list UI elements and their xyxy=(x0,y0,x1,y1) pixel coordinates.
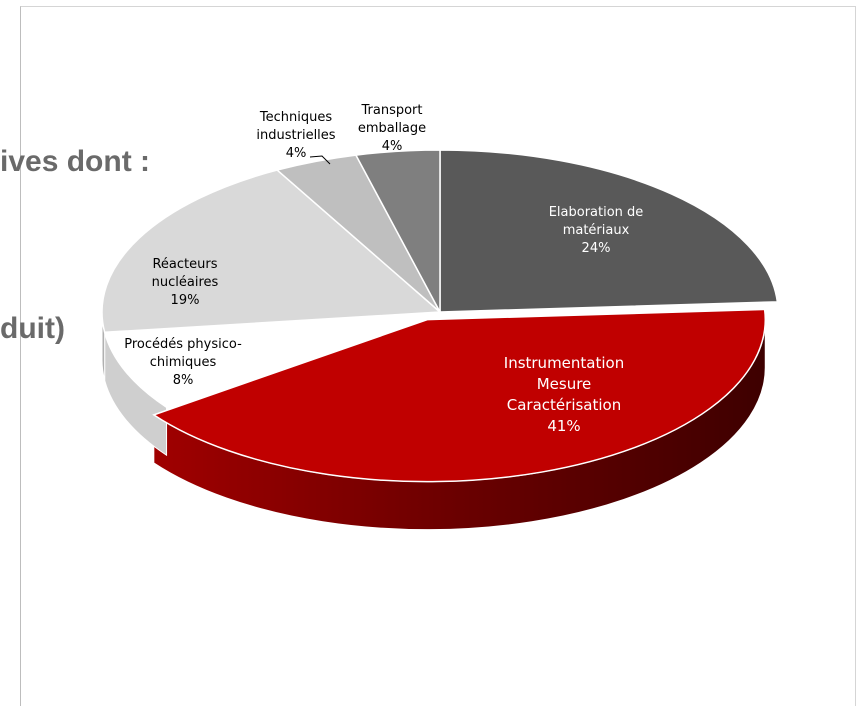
slice-label-1: Instrumentation Mesure Caractérisation 41% xyxy=(504,354,624,435)
slice-label-line: industrielles xyxy=(256,128,335,143)
slice-label-line: Mesure xyxy=(537,375,592,393)
pie-labels-layer: Elaboration de matériaux 24% Instrumentatio… xyxy=(124,103,643,435)
slice-label-line: matériaux xyxy=(563,223,630,238)
slice-value-label: 8% xyxy=(173,373,194,388)
slice-label-line: chimiques xyxy=(150,355,217,370)
slice-label-line: emballage xyxy=(358,121,426,136)
slice-label-line: Elaboration de xyxy=(549,205,644,220)
slice-label-line: Réacteurs xyxy=(152,257,217,272)
pie-top-layer xyxy=(101,149,779,483)
chart-frame xyxy=(20,6,856,706)
slice-label-2: Procédés physico-chimiques 8% xyxy=(124,337,242,388)
slice-value-label: 4% xyxy=(382,139,403,154)
pie-slice-1 xyxy=(152,308,766,483)
pie-slice-0 xyxy=(439,149,779,313)
background-slide-text-2: duit) xyxy=(0,312,65,345)
pie-slice-2 xyxy=(103,311,441,409)
slice-label-line: Procédés physico- xyxy=(124,337,242,352)
slice-value-label: 41% xyxy=(547,417,580,435)
pie-slice-5 xyxy=(354,149,441,313)
slice-label-line: Instrumentation xyxy=(504,354,624,372)
background-slide-text-1: ives dont : xyxy=(0,145,151,178)
leader-line xyxy=(309,155,331,165)
slice-label-line: Techniques xyxy=(259,110,332,125)
slice-value-label: 4% xyxy=(286,146,307,161)
slice-label-line: Caractérisation xyxy=(507,396,621,414)
slice-label-5: Transport emballage 4% xyxy=(358,103,426,154)
slice-value-label: 19% xyxy=(171,293,200,308)
pie-slice-3 xyxy=(101,169,442,334)
slice-label-line: Transport xyxy=(360,103,422,118)
slice-value-label: 24% xyxy=(582,241,611,256)
slice-label-3: Réacteurs nucléaires 19% xyxy=(152,257,219,308)
slice-label-line: nucléaires xyxy=(152,275,219,290)
slice-label-4: Techniques industrielles 4% xyxy=(256,110,335,161)
slice-label-0: Elaboration de matériaux 24% xyxy=(549,205,644,256)
